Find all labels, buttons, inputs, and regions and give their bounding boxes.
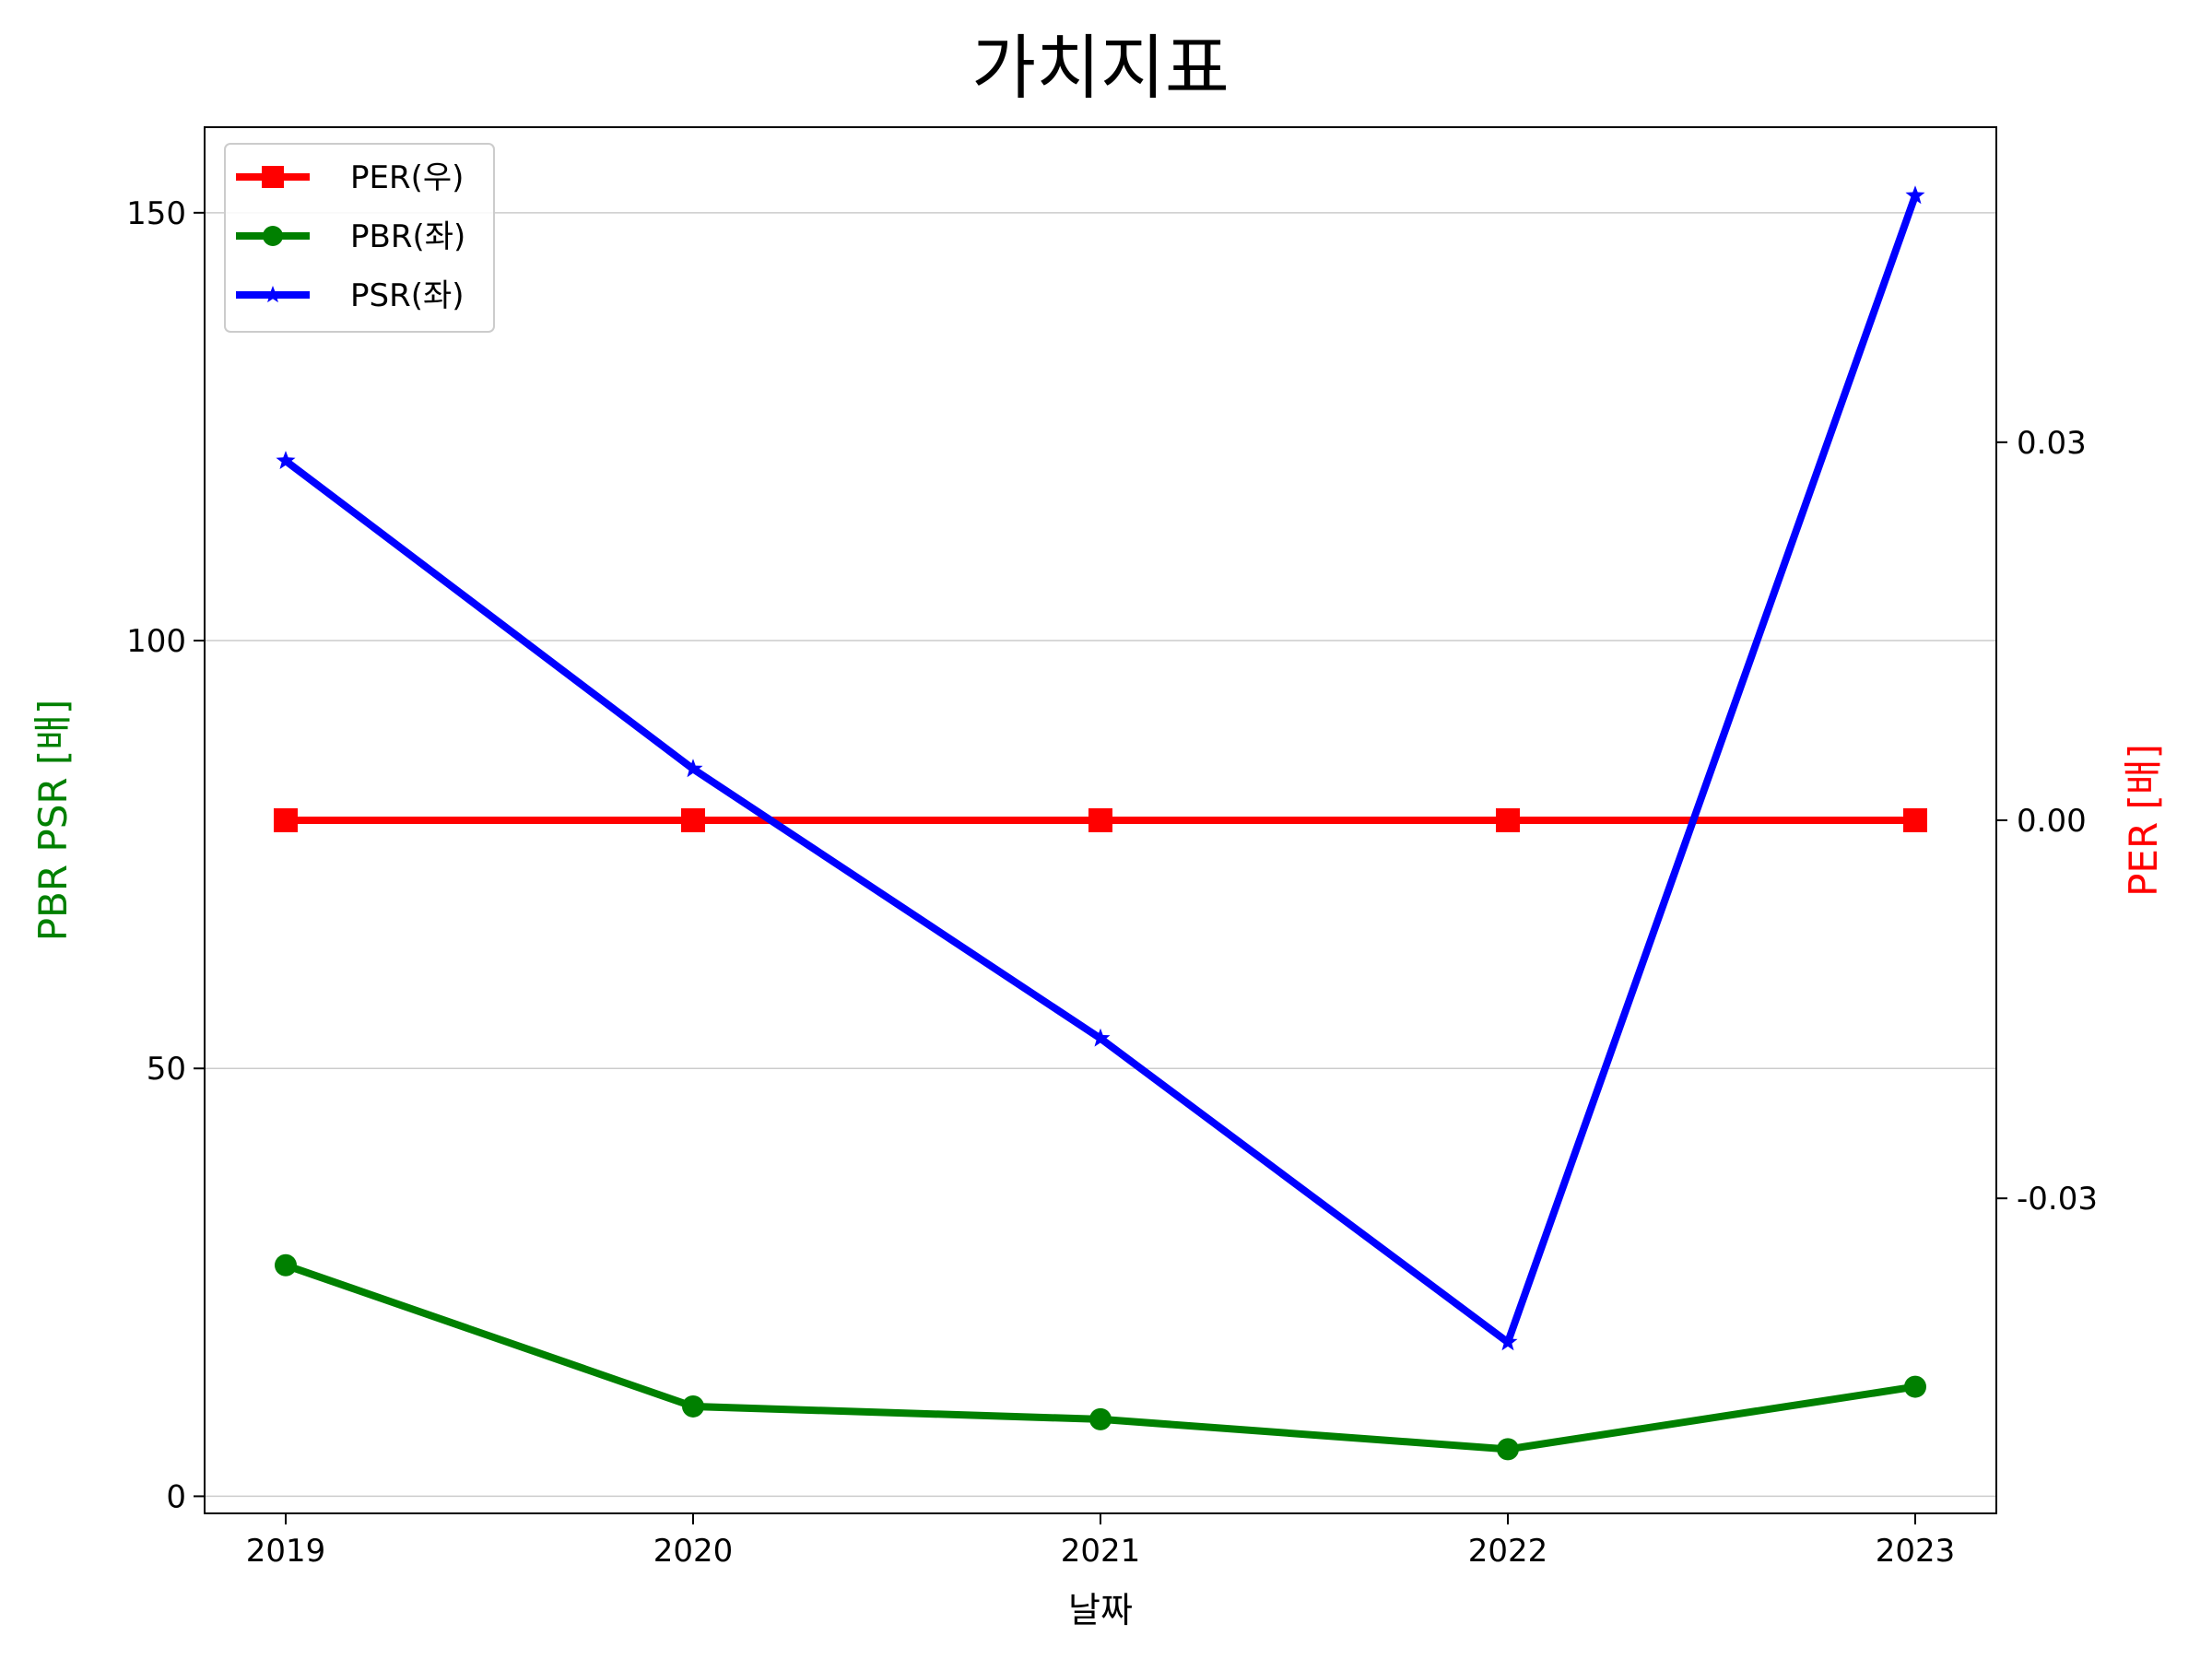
x-tick-label: 2022: [1468, 1533, 1548, 1570]
chart-title: 가치지표: [971, 27, 1230, 109]
x-tick-label: 2019: [246, 1533, 326, 1570]
data-point: [1088, 808, 1112, 832]
data-point: [1497, 1438, 1519, 1461]
y-axis-left-label: PBR PSR [배]: [30, 700, 76, 942]
legend: PER(우) PBR(좌) PSR(좌): [224, 143, 495, 333]
legend-label: PBR(좌): [350, 218, 465, 255]
grid-layer: [205, 212, 1996, 1498]
series-layer: [274, 185, 1927, 1461]
data-point: [681, 808, 705, 832]
axis-layer: 0 50 100 150 -0.03 0.00 0.03 2019 2020 2021 2022 20…: [126, 195, 2098, 1570]
data-point: [1089, 1407, 1112, 1430]
data-point: [1090, 1028, 1111, 1047]
data-point: [1905, 185, 1925, 205]
data-point: [276, 451, 296, 469]
legend-marker: [262, 166, 284, 188]
legend-label: PSR(좌): [350, 277, 465, 314]
y-left-tick-label: 150: [126, 195, 186, 232]
y-right-tick-label: 0.03: [2017, 425, 2087, 462]
data-point: [683, 759, 703, 778]
y-axis-right-label: PER [배]: [2121, 744, 2166, 897]
legend-marker: [264, 286, 282, 303]
data-point: [1496, 808, 1520, 832]
data-point: [274, 808, 298, 832]
data-point: [1903, 808, 1927, 832]
y-left-tick-label: 0: [166, 1478, 186, 1515]
x-tick-label: 2023: [1876, 1533, 1956, 1570]
y-left-tick-label: 50: [147, 1051, 186, 1088]
legend-label: PER(우): [350, 159, 464, 196]
x-tick-label: 2020: [653, 1533, 734, 1570]
y-left-tick-label: 100: [126, 623, 186, 660]
data-point: [1904, 1375, 1926, 1398]
x-axis-label: 날짜: [1068, 1590, 1133, 1630]
y-right-tick-label: 0.00: [2017, 803, 2087, 840]
data-point: [682, 1394, 704, 1418]
data-point: [1498, 1332, 1518, 1351]
y-right-tick-label: -0.03: [2017, 1181, 2098, 1218]
data-point: [275, 1253, 297, 1277]
legend-box: [224, 143, 495, 333]
legend-marker: [263, 226, 283, 246]
x-tick-label: 2021: [1061, 1533, 1141, 1570]
